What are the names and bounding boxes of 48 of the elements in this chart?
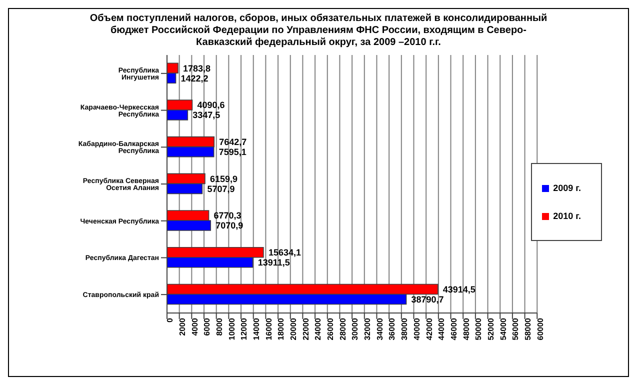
x-tick-label: 30000: [350, 317, 360, 340]
x-tick-label: 38000: [400, 317, 410, 340]
data-label: 6159,9: [210, 174, 238, 184]
data-label: 1783,8: [183, 63, 211, 74]
x-tick-label: 26000: [326, 317, 336, 340]
x-tick-label: 50000: [474, 317, 484, 340]
x-tick-label: 42000: [424, 317, 434, 340]
data-label: 15634,1: [268, 248, 301, 258]
data-label: 43914,5: [442, 284, 476, 294]
x-tick-label: 6000: [202, 317, 212, 336]
x-tick-label: 14000: [252, 317, 262, 340]
x-tick-label: 8000: [215, 317, 224, 336]
x-tick-label: 32000: [363, 317, 372, 340]
chart-title: Объем поступлений налогов, сборов, иных обязательных платежей в консолидированный бюджет Российской Федерации по Управлениям ФНС России, входящим в Северо-Кавказский федеральный округ, за 2009 –2010 г.г.: [88, 13, 548, 49]
x-tick-label: 60000: [536, 317, 545, 340]
data-label: 38790,7: [411, 294, 444, 304]
x-tick-label: 44000: [437, 317, 446, 340]
x-tick-label: 2000: [178, 317, 188, 336]
x-tick-label: 22000: [301, 317, 310, 340]
x-tick-label: 20000: [289, 317, 298, 340]
x-tick-label: 36000: [388, 317, 397, 340]
data-label: 7070,9: [216, 220, 244, 231]
x-tick-label: 40000: [412, 317, 422, 340]
data-label: 6770,3: [214, 210, 242, 221]
x-tick-label: 48000: [462, 317, 471, 340]
data-label: 1422,2: [180, 73, 208, 84]
x-tick-label: 54000: [498, 317, 508, 340]
legend-label: 2010 г.: [553, 211, 581, 221]
x-tick-label: 34000: [375, 317, 384, 340]
x-tick-label: 18000: [276, 317, 286, 340]
x-tick-label: 46000: [449, 317, 458, 340]
x-tick-label: 52000: [486, 317, 496, 340]
x-tick-label: 56000: [511, 317, 520, 340]
data-label: 7595,1: [218, 147, 246, 158]
data-label: 5707,9: [207, 184, 235, 194]
x-tick-label: 28000: [338, 317, 348, 340]
x-tick-label: 10000: [227, 317, 236, 340]
data-label: 13911,5: [258, 258, 290, 268]
data-label: 3347,5: [192, 110, 220, 120]
x-tick-label: 12000: [240, 317, 249, 340]
x-tick-label: 16000: [264, 317, 274, 340]
legend-label: 2009 г.: [553, 183, 581, 193]
data-label: 4090,6: [197, 100, 225, 110]
x-tick-label: 24000: [314, 317, 323, 340]
data-label: 7642,7: [219, 137, 247, 148]
x-tick-label: 58000: [523, 317, 532, 340]
x-tick-label: 0: [166, 317, 175, 322]
x-tick-label: 4000: [190, 317, 200, 336]
